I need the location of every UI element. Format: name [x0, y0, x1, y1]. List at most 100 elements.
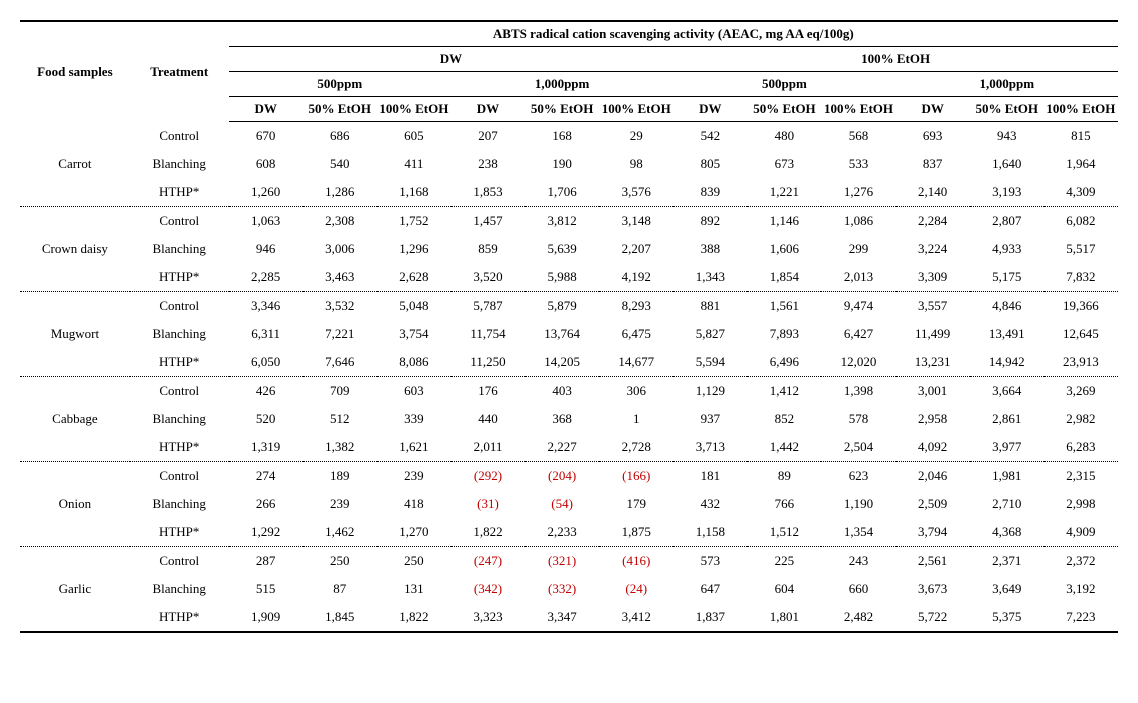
- value-cell: 859: [451, 235, 525, 263]
- value-cell: 1,382: [303, 433, 377, 462]
- value-cell: 943: [970, 122, 1044, 151]
- header-conc-500-b: 500ppm: [673, 72, 895, 97]
- value-cell: 5,879: [525, 292, 599, 321]
- food-name: Cabbage: [20, 377, 130, 462]
- value-cell: 1,319: [229, 433, 303, 462]
- value-cell: 1,158: [673, 518, 747, 547]
- value-cell: 5,787: [451, 292, 525, 321]
- value-cell: 13,491: [970, 320, 1044, 348]
- value-cell: 3,192: [1044, 575, 1118, 603]
- value-cell: 98: [599, 150, 673, 178]
- value-cell: 3,977: [970, 433, 1044, 462]
- value-cell: 686: [303, 122, 377, 151]
- treatment-name: HTHP*: [130, 263, 229, 292]
- food-name: Onion: [20, 462, 130, 547]
- header-subsolvent: 100% EtOH: [1044, 97, 1118, 122]
- value-cell: 2,140: [896, 178, 970, 207]
- value-cell: 2,308: [303, 207, 377, 236]
- value-cell: 839: [673, 178, 747, 207]
- treatment-name: Control: [130, 122, 229, 151]
- value-cell: 670: [229, 122, 303, 151]
- treatment-name: Control: [130, 462, 229, 491]
- value-cell: 239: [377, 462, 451, 491]
- value-cell: 2,011: [451, 433, 525, 462]
- value-cell: 2,982: [1044, 405, 1118, 433]
- value-cell: 2,561: [896, 547, 970, 576]
- value-cell: 3,576: [599, 178, 673, 207]
- value-cell: 1,276: [821, 178, 895, 207]
- value-cell: 6,475: [599, 320, 673, 348]
- header-subsolvent: 50% EtOH: [970, 97, 1044, 122]
- value-cell: 432: [673, 490, 747, 518]
- treatment-name: Control: [130, 207, 229, 236]
- value-cell: 1,561: [747, 292, 821, 321]
- value-cell: 19,366: [1044, 292, 1118, 321]
- value-cell: 250: [377, 547, 451, 576]
- food-name: Carrot: [20, 122, 130, 207]
- value-cell: 805: [673, 150, 747, 178]
- value-cell: 4,309: [1044, 178, 1118, 207]
- value-cell: 5,048: [377, 292, 451, 321]
- value-cell: 7,223: [1044, 603, 1118, 632]
- value-cell: 225: [747, 547, 821, 576]
- treatment-name: HTHP*: [130, 433, 229, 462]
- value-cell: 709: [303, 377, 377, 406]
- value-cell: 520: [229, 405, 303, 433]
- value-cell: 3,193: [970, 178, 1044, 207]
- value-cell: 14,205: [525, 348, 599, 377]
- value-cell: 2,371: [970, 547, 1044, 576]
- header-subsolvent: 50% EtOH: [747, 97, 821, 122]
- value-cell: 603: [377, 377, 451, 406]
- value-cell: 2,207: [599, 235, 673, 263]
- value-cell: 1,146: [747, 207, 821, 236]
- value-cell: (342): [451, 575, 525, 603]
- value-cell: 673: [747, 150, 821, 178]
- treatment-name: HTHP*: [130, 603, 229, 632]
- value-cell: 1,398: [821, 377, 895, 406]
- value-cell: 5,175: [970, 263, 1044, 292]
- value-cell: 1,462: [303, 518, 377, 547]
- treatment-name: HTHP*: [130, 178, 229, 207]
- value-cell: 573: [673, 547, 747, 576]
- value-cell: 3,754: [377, 320, 451, 348]
- header-conc-1000-b: 1,000ppm: [896, 72, 1118, 97]
- value-cell: 1,442: [747, 433, 821, 462]
- value-cell: 3,649: [970, 575, 1044, 603]
- value-cell: 176: [451, 377, 525, 406]
- value-cell: 1,512: [747, 518, 821, 547]
- value-cell: 266: [229, 490, 303, 518]
- value-cell: 3,412: [599, 603, 673, 632]
- value-cell: 1,909: [229, 603, 303, 632]
- value-cell: 5,375: [970, 603, 1044, 632]
- value-cell: 1,190: [821, 490, 895, 518]
- treatment-name: Control: [130, 547, 229, 576]
- value-cell: 1,286: [303, 178, 377, 207]
- value-cell: 168: [525, 122, 599, 151]
- value-cell: 605: [377, 122, 451, 151]
- value-cell: 852: [747, 405, 821, 433]
- abts-table: Food samples Treatment ABTS radical cati…: [20, 20, 1118, 633]
- header-conc-1000-a: 1,000ppm: [451, 72, 673, 97]
- value-cell: 4,909: [1044, 518, 1118, 547]
- header-food-samples: Food samples: [20, 21, 130, 122]
- value-cell: 3,463: [303, 263, 377, 292]
- value-cell: 1,343: [673, 263, 747, 292]
- value-cell: 287: [229, 547, 303, 576]
- value-cell: 533: [821, 150, 895, 178]
- header-subsolvent: DW: [229, 97, 303, 122]
- value-cell: 2,861: [970, 405, 1044, 433]
- value-cell: 3,323: [451, 603, 525, 632]
- value-cell: 1,354: [821, 518, 895, 547]
- value-cell: 3,713: [673, 433, 747, 462]
- value-cell: 179: [599, 490, 673, 518]
- value-cell: (204): [525, 462, 599, 491]
- value-cell: 243: [821, 547, 895, 576]
- value-cell: 2,013: [821, 263, 895, 292]
- value-cell: 7,832: [1044, 263, 1118, 292]
- value-cell: 14,942: [970, 348, 1044, 377]
- treatment-name: Control: [130, 292, 229, 321]
- header-subsolvent: 100% EtOH: [377, 97, 451, 122]
- value-cell: 1,260: [229, 178, 303, 207]
- value-cell: (332): [525, 575, 599, 603]
- value-cell: 87: [303, 575, 377, 603]
